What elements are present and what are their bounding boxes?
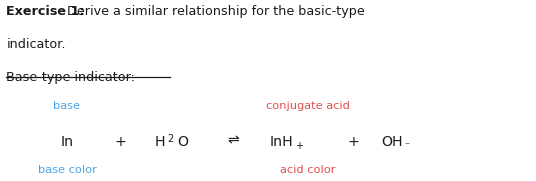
Text: base: base: [54, 101, 80, 111]
Text: In: In: [61, 135, 73, 149]
Text: acid color: acid color: [280, 165, 336, 175]
Text: 2: 2: [167, 134, 174, 144]
Text: base color: base color: [38, 165, 96, 175]
Text: InH: InH: [270, 135, 294, 149]
Text: +: +: [348, 135, 360, 149]
Text: O: O: [177, 135, 188, 149]
Text: ⁻: ⁻: [404, 141, 410, 151]
Text: +: +: [295, 141, 303, 151]
Text: OH: OH: [382, 135, 403, 149]
Text: ⇌: ⇌: [227, 133, 239, 147]
Text: Exercise 1:: Exercise 1:: [6, 5, 85, 18]
Text: Derive a similar relationship for the basic-type: Derive a similar relationship for the ba…: [63, 5, 365, 18]
Text: H: H: [154, 135, 165, 149]
Text: +: +: [115, 135, 126, 149]
Text: Base-type indicator:: Base-type indicator:: [6, 71, 136, 84]
Text: conjugate acid: conjugate acid: [266, 101, 350, 111]
Text: indicator.: indicator.: [6, 38, 66, 51]
